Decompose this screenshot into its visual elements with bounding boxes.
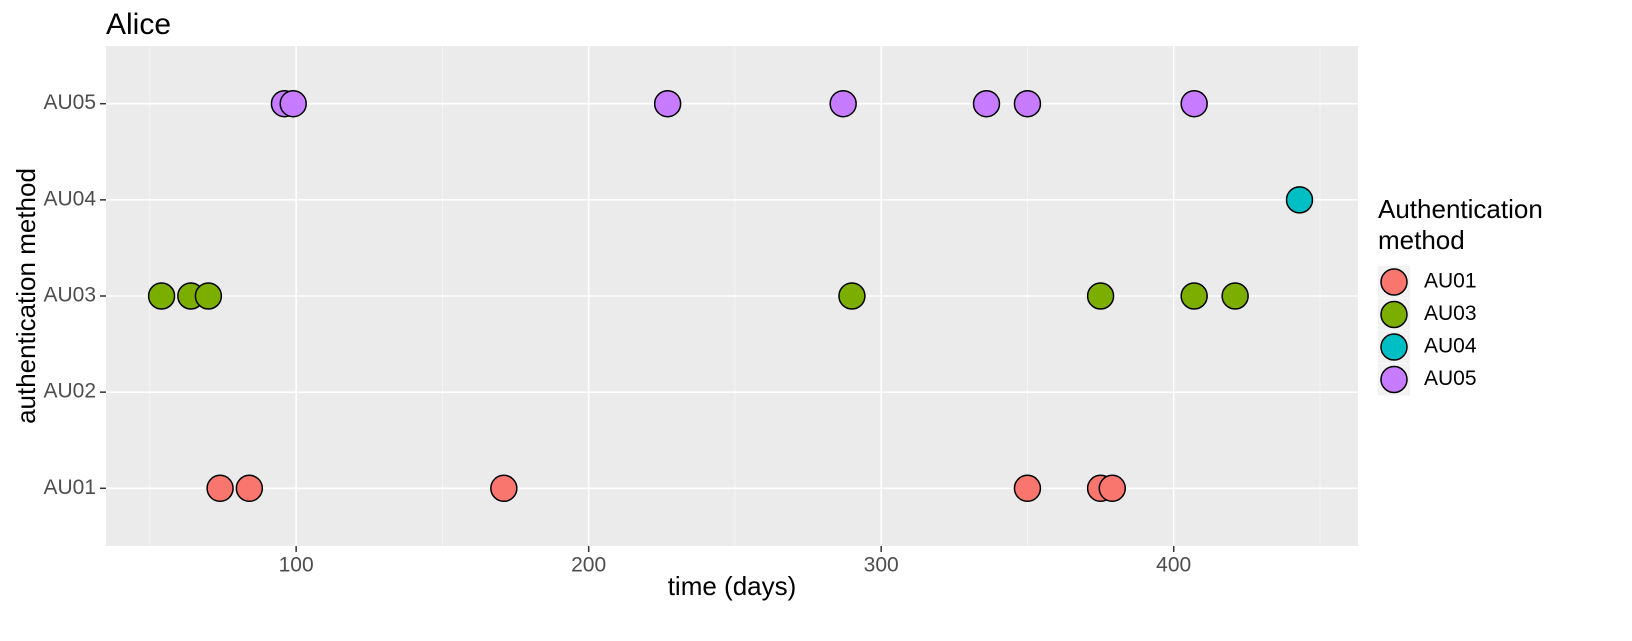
- chart-title: Alice: [106, 8, 171, 41]
- point: [972, 89, 1001, 118]
- point: [1180, 282, 1208, 310]
- y-tick-label: AU01: [43, 476, 96, 499]
- x-tick-label: 200: [571, 554, 606, 577]
- y-tick-label: AU02: [43, 380, 96, 403]
- y-tick-label: AU05: [43, 91, 96, 114]
- point: [829, 89, 857, 118]
- legend-label: AU03: [1424, 302, 1477, 325]
- x-tick-label: 400: [1156, 554, 1191, 577]
- legend-marker: [1380, 333, 1408, 361]
- legend-label: AU01: [1424, 270, 1477, 293]
- legend-title: Authentication method: [1378, 194, 1543, 255]
- point: [147, 282, 176, 310]
- point: [1098, 474, 1127, 503]
- point: [653, 89, 682, 118]
- point: [490, 474, 518, 503]
- point: [194, 282, 223, 310]
- legend-marker: [1380, 300, 1408, 329]
- y-tick-label: AU03: [43, 284, 96, 307]
- point: [1086, 282, 1115, 310]
- point: [1180, 89, 1208, 118]
- y-axis-label: authentication method: [11, 168, 41, 424]
- legend-label: AU04: [1424, 335, 1477, 358]
- point: [1285, 186, 1314, 214]
- point: [206, 474, 234, 503]
- point: [1221, 282, 1249, 310]
- point: [838, 282, 866, 310]
- point: [1013, 474, 1042, 503]
- x-axis-label: time (days): [668, 571, 797, 601]
- legend-marker: [1380, 268, 1408, 296]
- point: [235, 474, 264, 503]
- legend-marker: [1380, 365, 1408, 394]
- legend-label: AU05: [1424, 367, 1477, 390]
- x-tick-label: 100: [279, 554, 314, 577]
- y-tick-label: AU04: [43, 187, 96, 210]
- point: [1013, 89, 1042, 118]
- x-tick-label: 300: [864, 554, 899, 577]
- point: [279, 89, 307, 118]
